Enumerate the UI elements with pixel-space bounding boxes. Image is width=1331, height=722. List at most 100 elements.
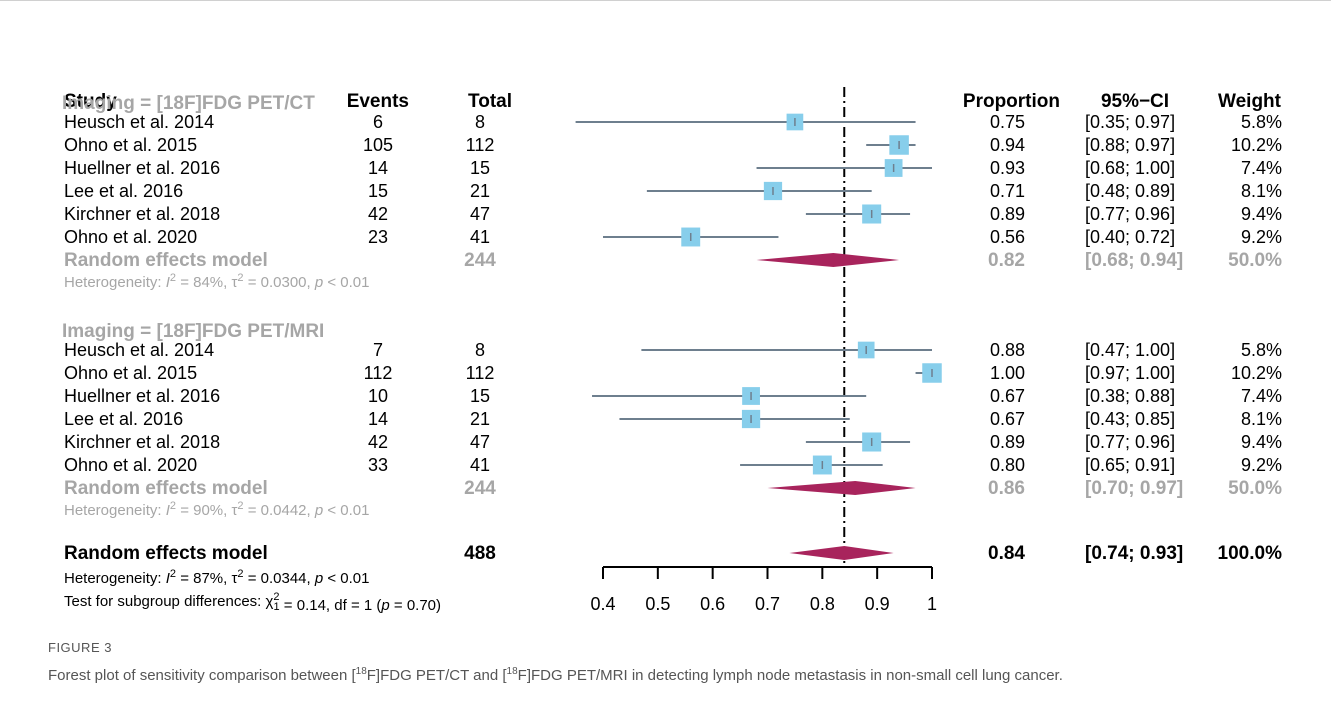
- ci-value: [0.43; 0.85]: [1085, 409, 1175, 429]
- table-row: Heusch et al. 2014 7 8 0.88 [0.47; 1.00] 5.8%: [64, 340, 1282, 360]
- heterogeneity-part: τ: [231, 274, 237, 291]
- total-value: 21: [470, 181, 490, 201]
- weight-value: 10.2%: [1231, 363, 1282, 383]
- overall-diamond: [789, 546, 894, 560]
- ci-value: [0.88; 0.97]: [1085, 135, 1175, 155]
- superscript: 2: [170, 568, 176, 580]
- table-row: Ohno et al. 2020 33 41 0.80 [0.65; 0.91] 9.2%: [64, 455, 1282, 475]
- total-value: 41: [470, 227, 490, 247]
- proportion-value: 0.56: [990, 227, 1025, 247]
- heterogeneity-part: p: [314, 570, 323, 587]
- plot-marks: 0.4 0.5 0.6 0.7 0.8 0.9 1: [575, 87, 942, 614]
- table-row: Kirchner et al. 2018 42 47 0.89 [0.77; 0.96]…: [64, 432, 1282, 452]
- caption-part: F]FDG PET/MRI in detecting lymph node me…: [517, 667, 1063, 684]
- table-row: Ohno et al. 2020 23 41 0.56 [0.40; 0.72] 9.2%: [64, 227, 1282, 247]
- pooled-diamond: [756, 253, 900, 267]
- ci-value: [0.48; 0.89]: [1085, 181, 1175, 201]
- subgroup-test-part: Test for subgroup differences:: [64, 593, 266, 610]
- overall-ci: [0.74; 0.93]: [1085, 543, 1183, 564]
- study-name: Kirchner et al. 2018: [64, 204, 220, 224]
- study-name: Heusch et al. 2014: [64, 112, 214, 132]
- study-name: Ohno et al. 2020: [64, 227, 197, 247]
- ci-value: [0.35; 0.97]: [1085, 112, 1175, 132]
- weight-value: 7.4%: [1241, 386, 1282, 406]
- header-weight: Weight: [1218, 91, 1282, 112]
- pooled-total: 244: [464, 250, 496, 271]
- proportion-value: 0.80: [990, 455, 1025, 475]
- heterogeneity-part: I: [166, 502, 170, 519]
- pooled-ci: [0.70; 0.97]: [1085, 478, 1183, 499]
- heterogeneity-part: τ: [231, 570, 237, 587]
- pooled-weight: 50.0%: [1228, 478, 1282, 499]
- proportion-value: 0.75: [990, 112, 1025, 132]
- pooled-row: Random effects model 244 0.86 [0.70; 0.97] 5…: [64, 478, 1282, 499]
- ci-value: [0.97; 1.00]: [1085, 363, 1175, 383]
- heterogeneity-part: < 0.01: [323, 274, 369, 291]
- superscript: 2: [170, 500, 176, 512]
- x-tick-label: 0.5: [645, 594, 670, 614]
- total-value: 41: [470, 455, 490, 475]
- subscript: 1: [274, 601, 280, 613]
- heterogeneity-part: I: [166, 274, 170, 291]
- header-ci: 95%−CI: [1101, 91, 1169, 112]
- pooled-proportion: 0.86: [988, 478, 1025, 499]
- subgroup-test-part: p: [380, 597, 389, 614]
- table-row: Lee et al. 2016 15 21 0.71 [0.48; 0.89] 8.1%: [64, 181, 1282, 201]
- heterogeneity-part: p: [314, 274, 323, 291]
- proportion-value: 0.89: [990, 204, 1025, 224]
- pooled-weight: 50.0%: [1228, 250, 1282, 271]
- events-value: 23: [368, 227, 388, 247]
- x-tick-label: 1: [927, 594, 937, 614]
- table-row: Lee et al. 2016 14 21 0.67 [0.43; 0.85] 8.1%: [64, 409, 1282, 429]
- figure-caption: FIGURE 3 Forest plot of sensitivity comp…: [48, 640, 1288, 686]
- caption-part: F]FDG PET/CT and [: [366, 667, 507, 684]
- x-tick-label: 0.7: [755, 594, 780, 614]
- ci-value: [0.47; 1.00]: [1085, 340, 1175, 360]
- caption-superscript: 18: [355, 666, 367, 677]
- weight-value: 9.2%: [1241, 227, 1282, 247]
- ci-value: [0.77; 0.96]: [1085, 432, 1175, 452]
- heterogeneity-part: < 0.01: [323, 502, 369, 519]
- events-value: 42: [368, 204, 388, 224]
- subgroup-test-text: Test for subgroup differences: χ2 1 = 0.1…: [64, 591, 441, 614]
- heterogeneity-part: = 0.0300,: [244, 274, 315, 291]
- heterogeneity-text: Heterogeneity: I2 = 84%, τ2 = 0.0300, p …: [64, 272, 370, 291]
- total-value: 8: [475, 340, 485, 360]
- overall-heterogeneity-text: Heterogeneity: I2 = 87%, τ2 = 0.0344, p …: [64, 568, 370, 587]
- superscript: 2: [237, 568, 243, 580]
- ci-value: [0.38; 0.88]: [1085, 386, 1175, 406]
- x-tick-label: 0.4: [590, 594, 615, 614]
- heterogeneity-part: = 0.0442,: [244, 502, 315, 519]
- ci-value: [0.65; 0.91]: [1085, 455, 1175, 475]
- total-value: 47: [470, 204, 490, 224]
- heterogeneity-part: = 0.0344,: [244, 570, 315, 587]
- ci-value: [0.77; 0.96]: [1085, 204, 1175, 224]
- total-value: 21: [470, 409, 490, 429]
- overall-proportion: 0.84: [988, 543, 1025, 564]
- heterogeneity-part: I: [166, 570, 170, 587]
- study-name: Ohno et al. 2015: [64, 135, 197, 155]
- study-name: Huellner et al. 2016: [64, 158, 220, 178]
- pooled-row: Random effects model 244 0.82 [0.68; 0.94] 5…: [64, 250, 1282, 271]
- heterogeneity-part: Heterogeneity:: [64, 274, 166, 291]
- events-value: 42: [368, 432, 388, 452]
- study-name: Heusch et al. 2014: [64, 340, 214, 360]
- overall-weight: 100.0%: [1218, 543, 1283, 564]
- weight-value: 7.4%: [1241, 158, 1282, 178]
- events-value: 14: [368, 409, 388, 429]
- weight-value: 5.8%: [1241, 112, 1282, 132]
- total-value: 112: [466, 135, 495, 155]
- subgroup-label: Imaging = [18F]FDG PET/MRI: [62, 321, 324, 342]
- header-proportion: Proportion: [963, 91, 1060, 112]
- pooled-proportion: 0.82: [988, 250, 1025, 271]
- ci-value: [0.68; 1.00]: [1085, 158, 1175, 178]
- events-value: 10: [368, 386, 388, 406]
- header-total: Total: [468, 91, 512, 112]
- superscript: 2: [170, 272, 176, 284]
- table-row: Ohno et al. 2015 105 112 0.94 [0.88; 0.97] 10…: [64, 135, 1282, 155]
- heterogeneity-part: < 0.01: [323, 570, 369, 587]
- heterogeneity-part: p: [314, 502, 323, 519]
- total-value: 8: [475, 112, 485, 132]
